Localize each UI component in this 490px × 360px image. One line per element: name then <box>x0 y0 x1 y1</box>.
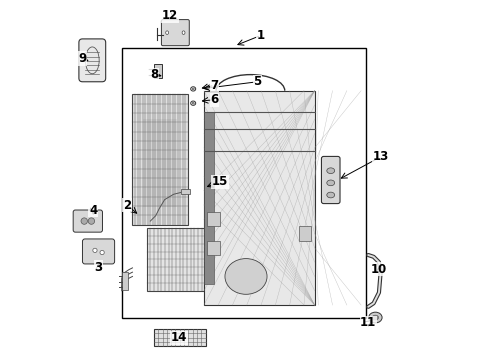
Text: 2: 2 <box>123 198 131 212</box>
Text: 6: 6 <box>211 93 219 106</box>
Text: 12: 12 <box>162 9 178 22</box>
Ellipse shape <box>191 101 196 105</box>
Text: 5: 5 <box>253 75 262 88</box>
Ellipse shape <box>225 258 267 294</box>
Text: 8: 8 <box>150 68 158 81</box>
FancyBboxPatch shape <box>82 239 115 264</box>
Bar <box>204 91 315 305</box>
FancyBboxPatch shape <box>73 210 102 232</box>
Ellipse shape <box>81 218 88 224</box>
Ellipse shape <box>166 31 169 35</box>
Bar <box>207 212 220 226</box>
Ellipse shape <box>368 312 382 323</box>
FancyBboxPatch shape <box>161 19 189 46</box>
Text: 7: 7 <box>211 79 219 92</box>
Text: 11: 11 <box>360 316 376 329</box>
Ellipse shape <box>192 102 194 104</box>
Text: 4: 4 <box>89 204 98 217</box>
Bar <box>181 189 190 194</box>
Ellipse shape <box>192 88 194 90</box>
Text: 14: 14 <box>171 332 187 345</box>
Ellipse shape <box>93 248 97 252</box>
Text: 13: 13 <box>372 150 389 163</box>
Text: 9: 9 <box>78 52 87 65</box>
Text: 10: 10 <box>371 263 387 276</box>
Bar <box>122 272 128 290</box>
Ellipse shape <box>327 168 335 174</box>
Bar <box>154 64 162 78</box>
Ellipse shape <box>88 218 95 224</box>
Bar <box>298 226 311 241</box>
Text: 3: 3 <box>95 261 102 274</box>
Ellipse shape <box>100 250 104 255</box>
Text: 1: 1 <box>257 29 265 42</box>
Ellipse shape <box>372 315 379 320</box>
FancyBboxPatch shape <box>79 39 106 82</box>
Ellipse shape <box>327 180 335 186</box>
Bar <box>154 329 206 346</box>
Ellipse shape <box>182 31 185 35</box>
Ellipse shape <box>191 87 196 91</box>
Bar <box>143 119 177 207</box>
Ellipse shape <box>327 192 335 198</box>
FancyBboxPatch shape <box>321 157 340 203</box>
Bar <box>132 94 188 225</box>
Bar <box>204 112 214 284</box>
Text: 15: 15 <box>212 175 228 188</box>
Bar <box>147 228 213 291</box>
Bar <box>122 48 367 318</box>
Bar <box>207 241 220 255</box>
